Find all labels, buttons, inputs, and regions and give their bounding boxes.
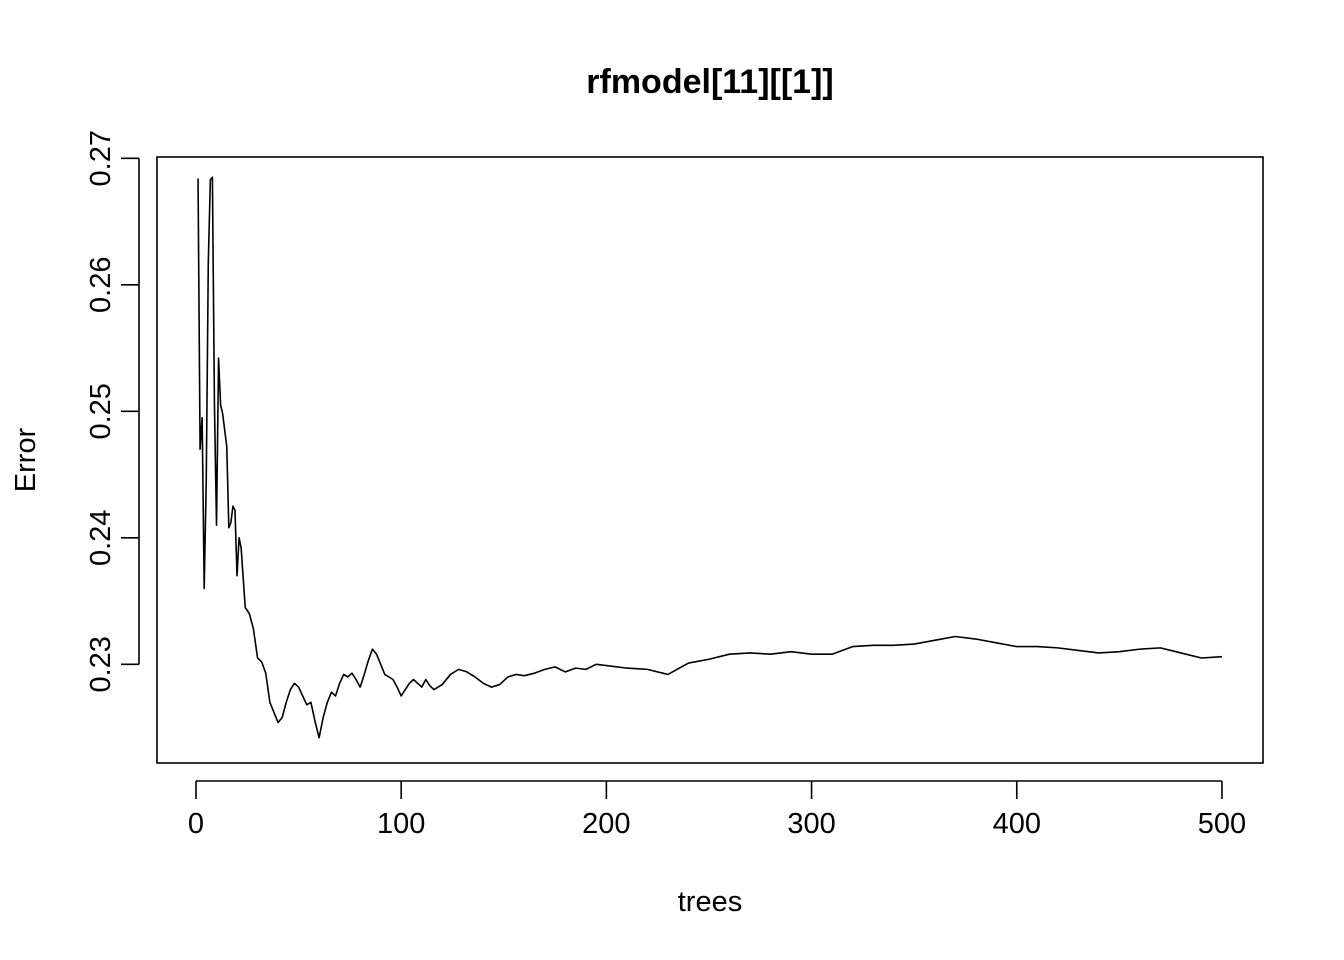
y-tick-label: 0.23	[85, 636, 117, 692]
x-tick-label: 400	[993, 808, 1041, 840]
y-tick-label: 0.25	[85, 383, 117, 439]
error-series-line	[197, 176, 1223, 739]
y-axis-label: Error	[10, 427, 42, 492]
x-tick-label: 200	[582, 808, 630, 840]
plot-frame	[156, 156, 1264, 764]
y-tick-label: 0.24	[85, 510, 117, 566]
x-tick-label: 100	[377, 808, 425, 840]
x-tick-label: 0	[188, 808, 204, 840]
x-tick-label: 500	[1198, 808, 1246, 840]
x-axis-label: trees	[678, 886, 742, 918]
y-tick-label: 0.27	[85, 130, 117, 186]
y-axis: 0.23 0.24 0.25 0.26 0.27	[85, 130, 140, 693]
x-axis: 0 100 200 300 400 500	[188, 780, 1246, 840]
y-tick-label: 0.26	[85, 257, 117, 313]
chart-title: rfmodel[11][[1]]	[586, 63, 833, 101]
x-tick-label: 300	[787, 808, 835, 840]
